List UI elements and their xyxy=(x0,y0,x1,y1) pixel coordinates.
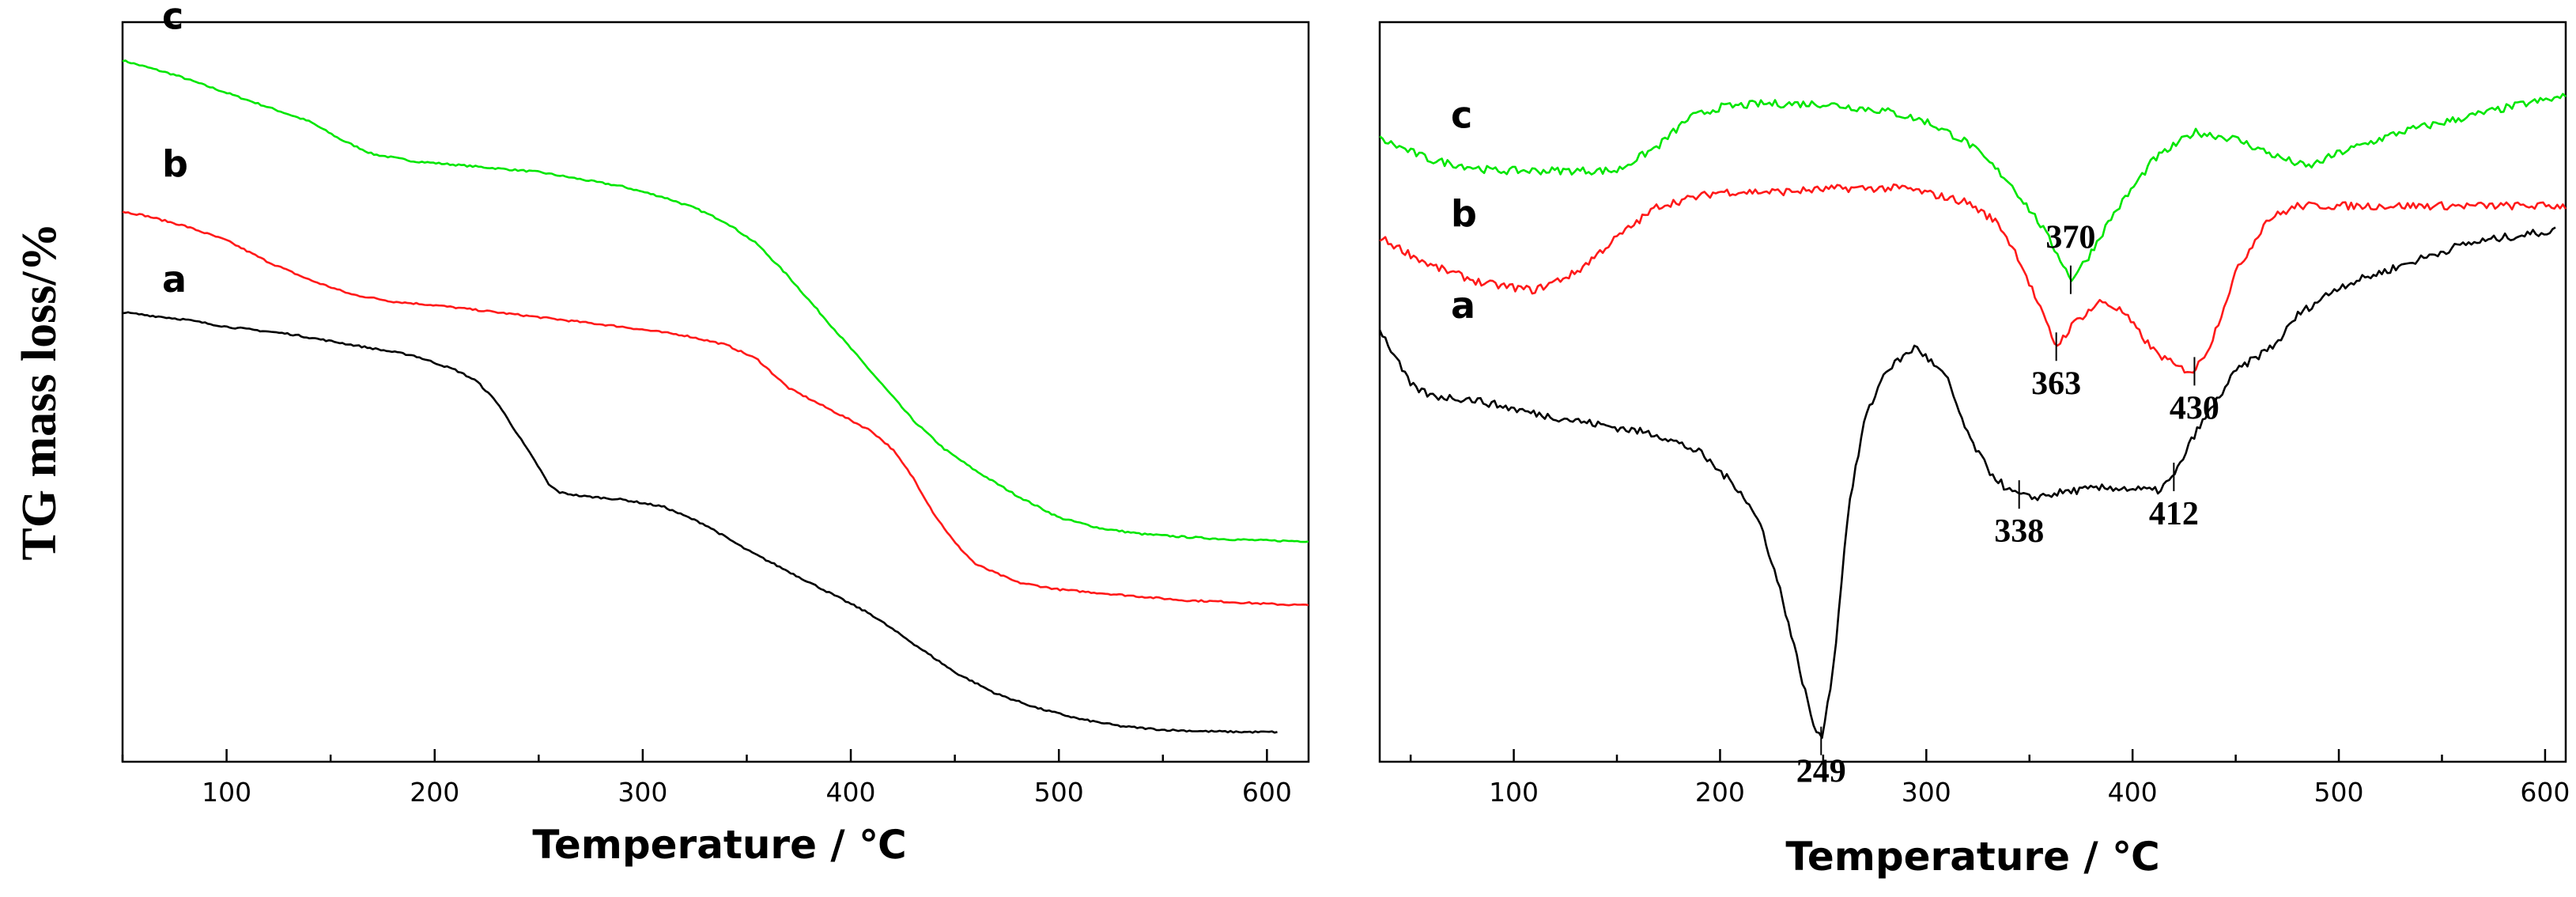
dtg-x-axis-label: Temperature / ℃ xyxy=(1785,834,2159,880)
dtg-series-b-label: b xyxy=(1451,192,1477,235)
dtg-x-tick-label-400: 400 xyxy=(2108,777,2158,808)
tg-x-ticks: 100 200 300 400 500 600 xyxy=(121,749,1292,808)
tg-x-tick-label-100: 100 xyxy=(202,777,251,808)
dtg-x-tick-label-200: 200 xyxy=(1695,777,1745,808)
dtg-peak-label-370: 370 xyxy=(2045,220,2095,256)
dtg-series-b-line xyxy=(1379,183,2567,374)
dtg-plot-frame xyxy=(1378,21,2567,763)
tg-lines xyxy=(122,59,1309,734)
tg-x-tick-label-300: 300 xyxy=(618,777,667,808)
dtg-lines xyxy=(1378,93,2567,740)
tg-series-c-line xyxy=(122,59,1309,543)
tg-series-a-line xyxy=(122,311,1278,734)
dtg-peak-label-430: 430 xyxy=(2170,390,2219,426)
tg-series-b-line xyxy=(122,210,1309,607)
dtg-series-a-line xyxy=(1378,226,2556,740)
tg-series-labels: c b a xyxy=(162,0,188,301)
tg-x-tick-label-600: 600 xyxy=(1242,777,1292,808)
dtg-x-tick-label-100: 100 xyxy=(1489,777,1539,808)
tg-x-tick-label-500: 500 xyxy=(1034,777,1084,808)
tg-x-tick-label-200: 200 xyxy=(410,777,459,808)
tg-y-axis-label: TG mass loss/% xyxy=(13,222,66,560)
tg-series-a-label: a xyxy=(162,258,187,301)
dtg-peak-label-249: 249 xyxy=(1796,754,1846,790)
dtg-series-c-line xyxy=(1379,93,2567,282)
tg-x-tick-label-400: 400 xyxy=(826,777,876,808)
dtg-panel: 100 200 300 400 500 600 c b a 370 363 430 338 412 24… xyxy=(1378,21,2570,880)
dtg-x-tick-label-600: 600 xyxy=(2520,777,2570,808)
dtg-peak-label-412: 412 xyxy=(2149,496,2199,532)
dtg-x-tick-label-500: 500 xyxy=(2314,777,2364,808)
dtg-peak-label-363: 363 xyxy=(2031,365,2081,402)
tg-panel: 100 200 300 400 500 600 c b a TG mass loss/% Te… xyxy=(13,0,1310,868)
dtg-series-c-label: c xyxy=(1451,94,1472,137)
dtg-peak-annotations: 370 363 430 338 412 249 xyxy=(1796,220,2219,790)
dtg-x-ticks: 100 200 300 400 500 600 xyxy=(1409,749,2570,808)
tg-plot-frame xyxy=(121,21,1310,763)
dtg-x-tick-label-300: 300 xyxy=(1902,777,1951,808)
tg-series-c-label: c xyxy=(162,0,183,37)
tg-x-axis-label: Temperature / ℃ xyxy=(532,822,906,868)
dtg-series-a-label: a xyxy=(1451,284,1475,327)
dtg-series-labels: c b a xyxy=(1451,94,1477,327)
tg-series-b-label: b xyxy=(162,143,188,186)
dtg-peak-label-338: 338 xyxy=(1994,513,2044,550)
